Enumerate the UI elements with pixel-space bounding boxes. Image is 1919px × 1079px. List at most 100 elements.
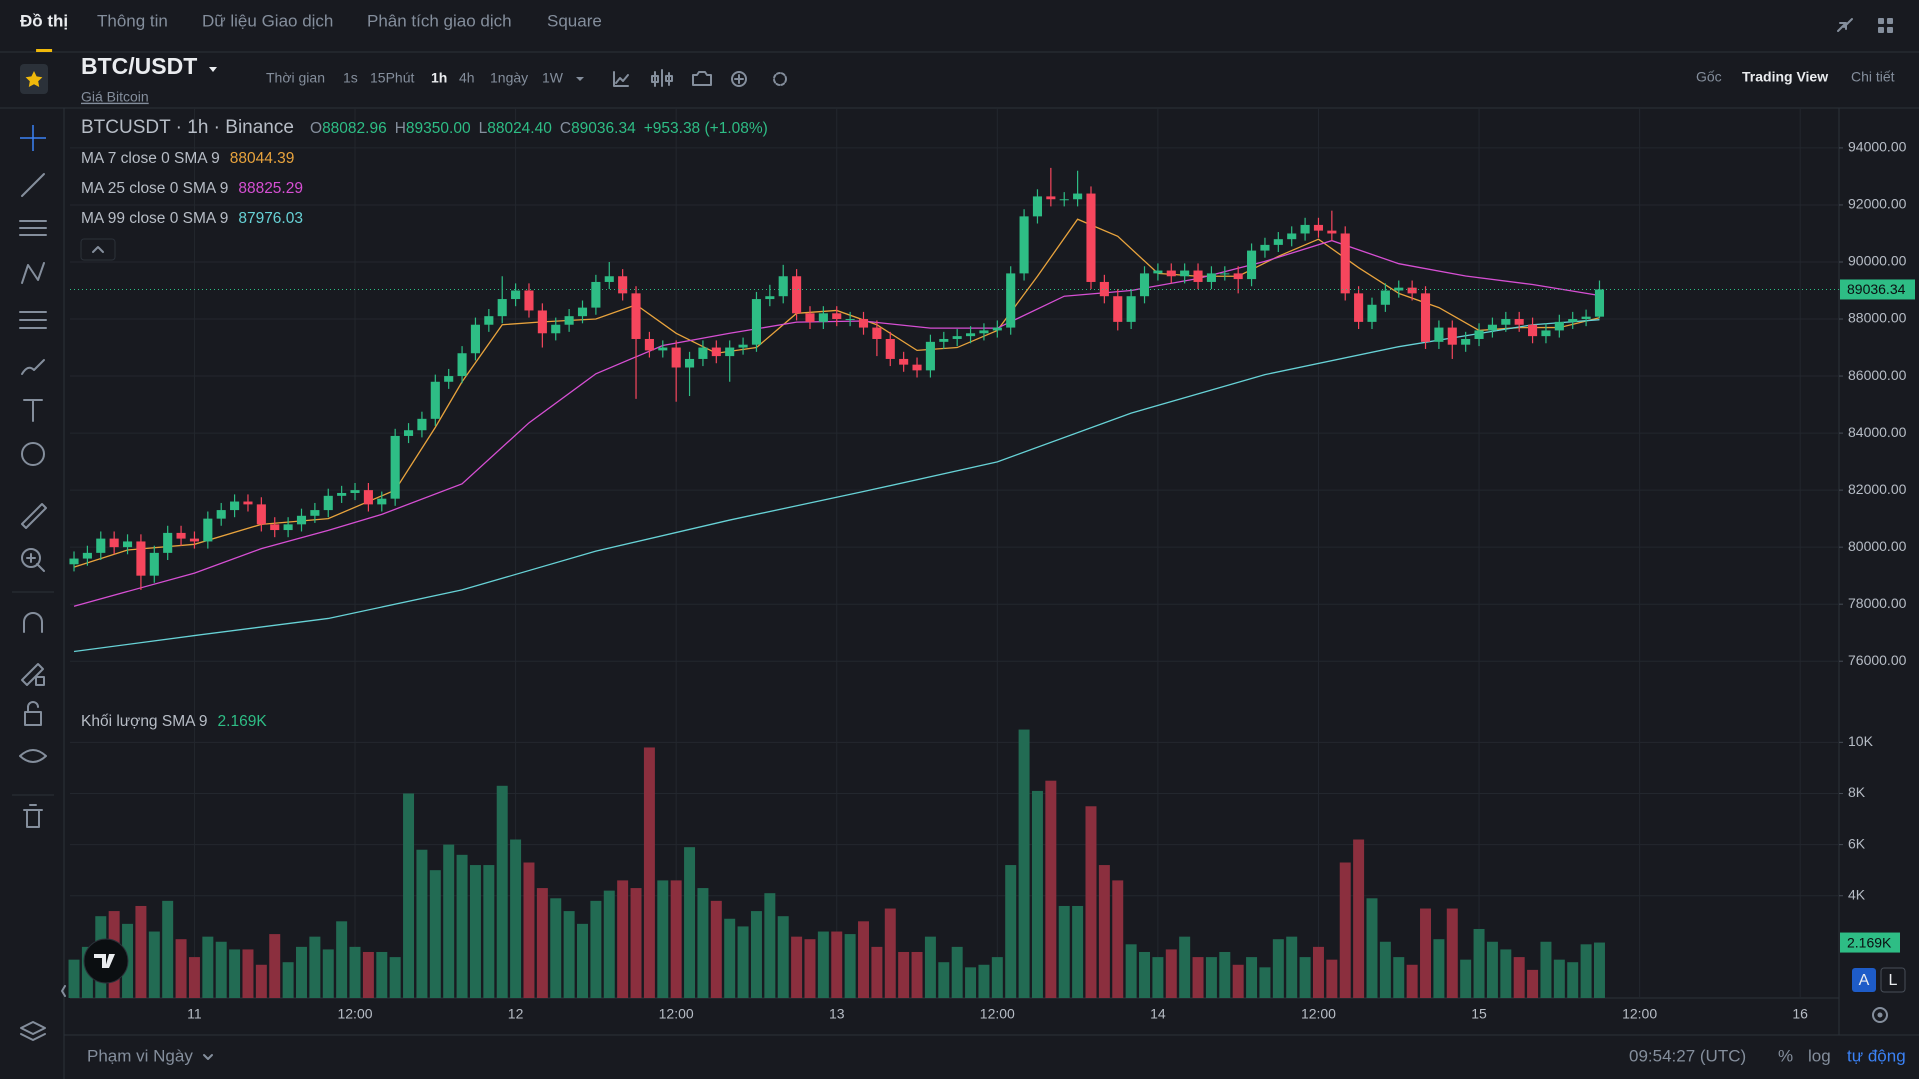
interval[interactable]: 15Phút: [370, 70, 414, 86]
nav-tab[interactable]: Dữ liệu Giao dịch: [202, 11, 333, 30]
zoom-tool[interactable]: [21, 548, 41, 568]
chart-tools: [613, 69, 787, 87]
interval[interactable]: 4h: [459, 70, 475, 86]
range-caret: [203, 1054, 213, 1060]
pattern-tool[interactable]: [21, 262, 45, 284]
symbol-name[interactable]: Giá Bitcoin: [81, 89, 149, 105]
volume-bar: [791, 936, 803, 998]
symbol-pair[interactable]: BTC/USDT: [81, 53, 197, 79]
candle-body: [1233, 273, 1243, 280]
candle-body: [1554, 321, 1564, 331]
symbol-caret[interactable]: [209, 67, 217, 72]
brush-tool[interactable]: [21, 359, 45, 375]
view-mode[interactable]: Chi tiết: [1851, 69, 1895, 85]
y-tick-label: 84000.00: [1848, 424, 1907, 440]
auto-toggle[interactable]: tự động: [1847, 1046, 1906, 1065]
candle-body: [470, 324, 481, 354]
candle-body: [109, 538, 119, 548]
ruler-tool[interactable]: [21, 503, 47, 529]
volume-bar: [777, 916, 789, 998]
camera-icon[interactable]: [692, 71, 712, 86]
volume-bar: [1272, 939, 1284, 998]
volume-bar: [817, 931, 829, 998]
interval[interactable]: 1h: [431, 70, 447, 86]
candle-body: [899, 358, 909, 365]
scale-button-label[interactable]: A: [1859, 972, 1870, 989]
candle-body: [725, 347, 735, 357]
volume-bar: [443, 844, 455, 998]
y-tick-label: 86000.00: [1848, 367, 1907, 383]
candle-body: [1474, 330, 1484, 339]
draw-lock-tool[interactable]: [21, 663, 45, 686]
scale-button[interactable]: [1852, 968, 1876, 992]
indicator-icon[interactable]: [613, 71, 629, 87]
legend-collapse[interactable]: [80, 238, 116, 261]
volume-bar: [1018, 729, 1030, 998]
volume-bar: [1540, 941, 1552, 998]
candle-body: [430, 381, 440, 419]
candle-body: [1206, 273, 1216, 282]
grid-icon[interactable]: [1878, 18, 1893, 33]
candle-body: [805, 313, 815, 322]
text-tool[interactable]: [23, 399, 43, 422]
delete-tool[interactable]: [23, 804, 43, 828]
ohlc-value: 88024.40: [487, 120, 552, 137]
scroll-left[interactable]: [61, 985, 66, 997]
crosshair-tool[interactable]: [20, 125, 46, 151]
view-mode[interactable]: Gốc: [1696, 69, 1722, 85]
candle-body: [1461, 338, 1471, 345]
candle-body: [1059, 199, 1069, 201]
candle-body: [765, 296, 775, 300]
interval[interactable]: 1s: [343, 70, 358, 86]
settings-icon[interactable]: [773, 72, 787, 86]
scale-button-label[interactable]: L: [1889, 972, 1898, 989]
candle-body: [310, 510, 320, 516]
trendline-tool[interactable]: [21, 173, 45, 197]
layers-tool[interactable]: [20, 1021, 46, 1041]
scale-button[interactable]: [1880, 967, 1906, 993]
volume-legend: Khối lượng SMA 9 2.169K: [81, 713, 267, 730]
ohlc-value: 88082.96: [322, 120, 387, 137]
volume-bar: [1420, 908, 1432, 998]
candle-body: [845, 319, 855, 321]
axis-settings[interactable]: [1872, 1007, 1888, 1023]
nav-tab[interactable]: Thông tin: [97, 11, 168, 30]
candle-body: [524, 290, 534, 311]
candle-body: [952, 336, 962, 339]
candle-body: [1594, 289, 1605, 317]
lock-tool[interactable]: [24, 701, 42, 726]
emoji-tool[interactable]: [21, 442, 45, 466]
candle-icon[interactable]: [651, 69, 673, 87]
channel-tool[interactable]: [19, 311, 47, 329]
candle-body: [403, 430, 414, 436]
collapse-icon[interactable]: [1837, 18, 1853, 32]
interval[interactable]: 1W: [542, 70, 564, 86]
view-mode[interactable]: Trading View: [1742, 69, 1828, 85]
candle-body: [818, 313, 828, 322]
y-tick-label: 88000.00: [1848, 310, 1907, 326]
volume-bar: [1098, 865, 1110, 998]
ma-legend: MA 99 close 0 SMA 9 87976.03: [81, 210, 303, 227]
add-icon[interactable]: [731, 71, 747, 87]
volume-bar: [1112, 880, 1124, 998]
interval[interactable]: 1ngày: [490, 70, 528, 86]
moving-average-line: [73, 319, 1600, 653]
nav-tab[interactable]: Square: [547, 11, 602, 30]
candle-body: [1032, 196, 1043, 217]
candle-body: [1420, 293, 1431, 342]
y-tick-label: 10K: [1848, 733, 1874, 749]
volume-bar: [630, 888, 642, 998]
magnet-tool[interactable]: [23, 612, 43, 633]
fib-tool[interactable]: [19, 220, 47, 236]
nav-tab[interactable]: Đồ thị: [20, 11, 68, 30]
visibility-tool[interactable]: [19, 749, 47, 763]
x-tick-label: 15: [1471, 1006, 1487, 1022]
candle-body: [390, 435, 400, 499]
percent-toggle[interactable]: %: [1778, 1046, 1793, 1065]
ohlc-value: 89350.00: [406, 120, 471, 137]
nav-tab[interactable]: Phân tích giao dịch: [367, 11, 512, 30]
log-toggle[interactable]: log: [1808, 1046, 1831, 1065]
interval-caret[interactable]: [576, 77, 584, 81]
range-selector[interactable]: Phạm vi Ngày: [87, 1046, 193, 1065]
